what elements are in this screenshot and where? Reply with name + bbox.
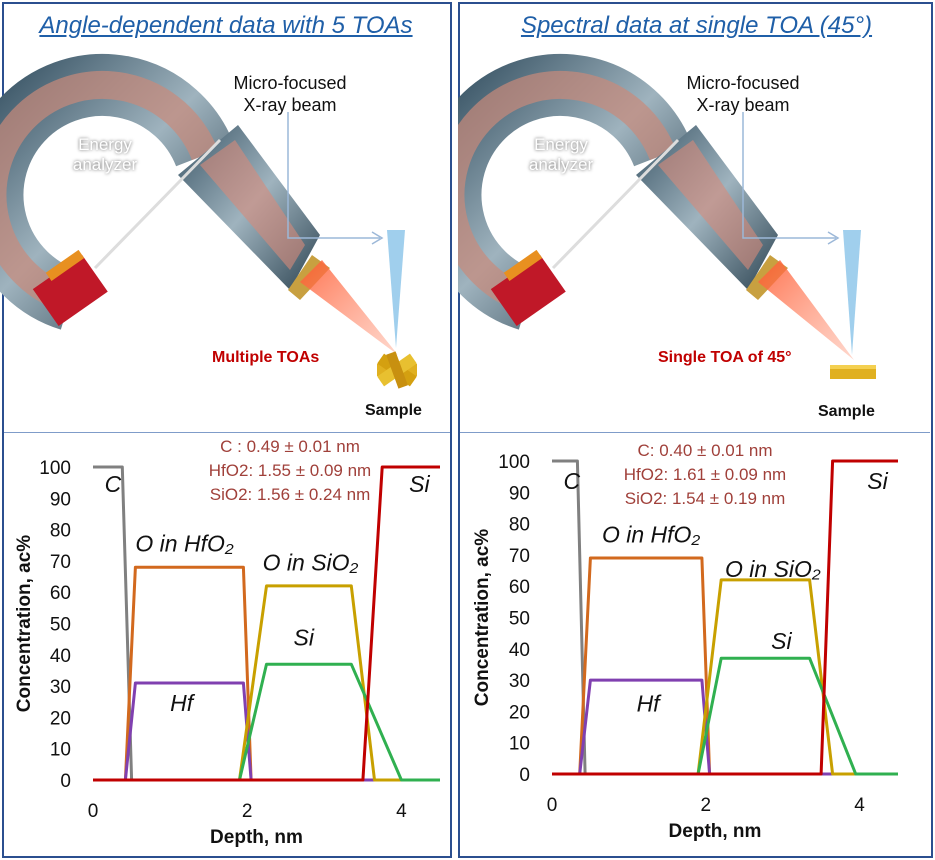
left-panel-divider (4, 432, 450, 433)
panel-title: Angle-dependent data with 5 TOAs (39, 12, 413, 39)
series-label: Si (409, 471, 430, 497)
y-tick-label: 80 (509, 515, 530, 536)
thickness-annotation: HfO2: 1.61 ± 0.09 nm (624, 465, 786, 484)
xray-beam-cone (387, 230, 405, 348)
series-label: O in SiO₂ (263, 549, 359, 575)
sample-icon (377, 351, 417, 389)
series-line (552, 678, 898, 776)
series-line (93, 465, 440, 782)
series-label: Hf (637, 690, 663, 716)
x-axis-label: Depth, nm (210, 827, 303, 848)
y-tick-label: 70 (509, 546, 530, 567)
series-line (552, 556, 898, 776)
series-label: Si (293, 624, 314, 650)
series-label: O in HfO₂ (135, 531, 233, 557)
thickness-annotation: SiO2: 1.54 ± 0.19 nm (625, 489, 786, 508)
y-axis-label: Concentration, ac% (472, 529, 493, 706)
x-tick-label: 2 (700, 795, 711, 816)
thickness-annotation: SiO2: 1.56 ± 0.24 nm (210, 485, 371, 504)
series-label: C (105, 471, 122, 497)
x-axis-label: Depth, nm (669, 821, 762, 842)
x-tick-label: 0 (547, 795, 558, 816)
depth-profile-chart: 0 10 20 30 40 50 60 70 80 90 100 0 2 4 Depth, nm Concen… (14, 437, 440, 848)
detector-block (32, 254, 108, 327)
emission-cone (300, 260, 398, 355)
series-line (93, 681, 440, 782)
xray-beam-path (742, 112, 836, 239)
y-tick-label: 10 (509, 734, 530, 755)
series-label: C (564, 468, 581, 494)
analyzer-diagram (458, 53, 876, 379)
y-tick-label: 30 (509, 671, 530, 692)
detector-block (490, 254, 566, 327)
series-label: O in SiO₂ (725, 556, 821, 582)
y-tick-label: 20 (509, 702, 530, 723)
sample-label: Sample (818, 403, 875, 420)
y-tick-label: 40 (50, 646, 71, 667)
left-panel: Angle-dependent data with 5 TOAs (0, 0, 452, 860)
y-tick-label: 90 (509, 483, 530, 504)
beam-label: Micro-focused X-ray beam (233, 73, 347, 115)
series-label: O in HfO₂ (602, 521, 700, 547)
beam-label: Micro-focused X-ray beam (686, 73, 800, 115)
emission-cone (758, 260, 854, 360)
xray-beam-path (287, 112, 380, 239)
series-line (552, 459, 898, 776)
xray-beam-cone (843, 230, 861, 355)
y-tick-label: 40 (509, 640, 530, 661)
y-tick-label: 70 (50, 552, 71, 573)
y-tick-label: 0 (519, 765, 530, 786)
analyzer-diagram (0, 53, 417, 389)
x-tick-label: 2 (242, 801, 253, 822)
depth-profile-chart: 0 10 20 30 40 50 60 70 80 90 100 0 2 4 Depth, nm Concen… (472, 441, 898, 842)
series-line (552, 656, 898, 776)
panel-title: Spectral data at single TOA (45°) (520, 12, 873, 39)
analyzer-label: Energy analyzer (72, 135, 138, 174)
y-tick-label: 80 (50, 521, 71, 542)
y-tick-label: 60 (50, 583, 71, 604)
y-tick-label: 100 (39, 458, 71, 479)
y-tick-label: 90 (50, 489, 71, 510)
right-panel: Spectral data at single TOA (45°) (458, 0, 935, 860)
x-tick-label: 0 (88, 801, 99, 822)
thickness-annotation: HfO2: 1.55 ± 0.09 nm (209, 461, 371, 480)
series-label: Si (867, 468, 888, 494)
series-line (93, 465, 440, 782)
series-label: Si (771, 628, 792, 654)
x-tick-label: 4 (854, 795, 865, 816)
sample-icon (830, 365, 876, 379)
x-tick-label: 4 (396, 801, 407, 822)
right-panel-divider (460, 432, 930, 433)
y-tick-label: 50 (50, 615, 71, 636)
toa-label: Multiple TOAs (212, 349, 320, 366)
toa-label: Single TOA of 45° (658, 349, 792, 366)
thickness-annotation: C : 0.49 ± 0.01 nm (220, 437, 360, 456)
y-tick-label: 50 (509, 609, 530, 630)
series-label: Hf (170, 690, 196, 716)
series-line (552, 578, 898, 776)
y-tick-label: 60 (509, 577, 530, 598)
sample-label: Sample (365, 402, 422, 419)
y-tick-label: 10 (50, 740, 71, 761)
y-tick-label: 30 (50, 677, 71, 698)
y-tick-label: 100 (498, 452, 530, 473)
thickness-annotation: C: 0.40 ± 0.01 nm (637, 441, 772, 460)
analyzer-label: Energy analyzer (528, 135, 594, 174)
y-tick-label: 20 (50, 708, 71, 729)
y-axis-label: Concentration, ac% (14, 535, 35, 712)
y-tick-label: 0 (60, 771, 71, 792)
